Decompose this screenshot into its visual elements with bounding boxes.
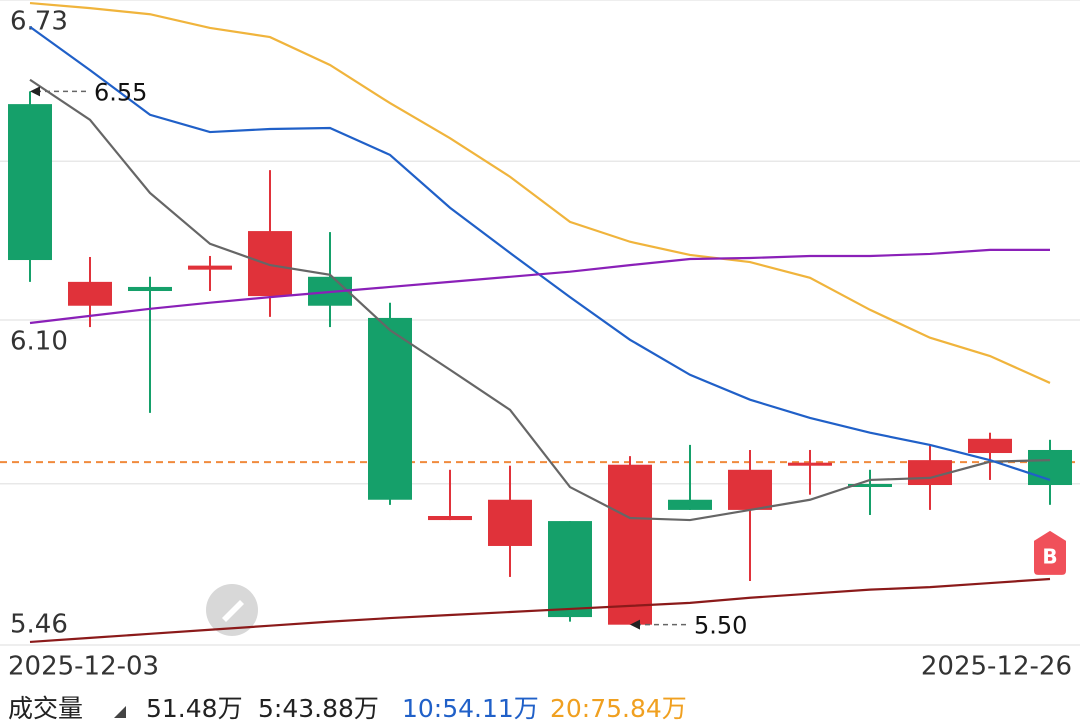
volume-legend-item: 51.48万 [146, 694, 243, 723]
signal-label: B [1042, 544, 1057, 568]
volume-legend-item: 10:54.11万 [402, 694, 539, 723]
low-arrow [630, 619, 640, 630]
ma-line [29, 248, 1050, 325]
y-tick-label: 6.10 [10, 326, 68, 356]
candle-body [8, 104, 52, 261]
candle-body [608, 464, 652, 625]
candle-body [248, 231, 292, 297]
y-tick-label: 6.73 [10, 7, 68, 37]
ma-line [29, 26, 1051, 481]
volume-legend-item: 20:75.84万 [550, 694, 687, 723]
candle-body [848, 484, 892, 488]
ma-line [29, 577, 1051, 644]
watermark [206, 584, 258, 636]
high-arrow [30, 86, 40, 97]
low-label: 5.50 [694, 612, 747, 640]
candle-body [368, 317, 412, 500]
candle-body [788, 462, 832, 466]
candle-body [488, 499, 532, 546]
volume-legend-item: 5:43.88万 [258, 694, 379, 723]
candle-body [968, 438, 1012, 454]
y-tick-label: 5.46 [10, 610, 68, 640]
candle-body [668, 499, 712, 510]
volume-title: 成交量 [8, 694, 83, 723]
candle-body [908, 460, 952, 486]
ma-line [29, 78, 1051, 522]
ma-line [29, 1, 1051, 384]
candle-body [548, 521, 592, 618]
candle-body [128, 286, 172, 292]
signal-badge [1034, 530, 1066, 575]
candle-body [68, 281, 112, 306]
candle-body [728, 469, 772, 510]
high-label: 6.55 [94, 78, 147, 106]
dropdown-icon[interactable] [114, 706, 126, 718]
x-tick-label: 2025-12-03 [8, 652, 159, 682]
x-tick-label: 2025-12-26 [921, 652, 1072, 682]
candle-body [188, 265, 232, 270]
candle-body [428, 516, 472, 521]
